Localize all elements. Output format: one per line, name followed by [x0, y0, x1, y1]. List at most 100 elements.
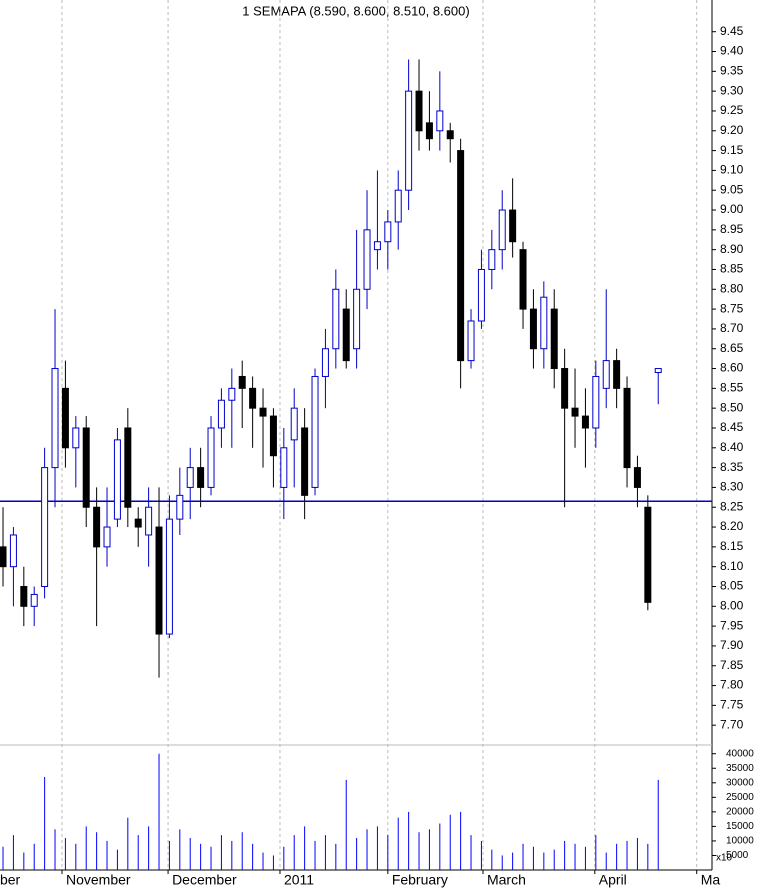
candle-body — [519, 249, 527, 310]
volume-tick-label: 25000 — [726, 792, 754, 803]
volume-tick-label: 35000 — [726, 763, 754, 774]
x-tick-label: 2011 — [284, 872, 314, 888]
y-tick-label: 9.30 — [720, 83, 744, 97]
y-tick-label: 7.90 — [720, 638, 744, 652]
y-tick-label: 9.40 — [720, 44, 744, 58]
volume-multiplier: x10 — [716, 853, 733, 864]
y-tick-label: 9.00 — [720, 202, 744, 216]
candle-body — [176, 494, 184, 520]
y-tick-label: 7.70 — [720, 717, 744, 731]
candle-body — [290, 407, 298, 441]
candle-body — [51, 368, 59, 469]
candle-body — [207, 427, 215, 488]
volume-tick-label: 10000 — [726, 836, 754, 847]
candle-body — [488, 249, 496, 270]
candle-body — [644, 506, 652, 603]
candle-body — [217, 399, 225, 429]
candle-body — [498, 209, 506, 251]
candle-body — [477, 268, 485, 322]
candle-body — [425, 122, 433, 140]
volume-tick-label: 5000 — [726, 850, 749, 861]
y-tick-label: 7.80 — [720, 678, 744, 692]
y-tick-label: 8.20 — [720, 519, 744, 533]
candle-body — [654, 368, 662, 373]
candle-body — [113, 439, 121, 520]
candle-body — [30, 593, 38, 607]
y-tick-label: 7.95 — [720, 618, 744, 632]
candle-body — [633, 467, 641, 488]
volume-tick-label: 30000 — [726, 777, 754, 788]
x-tick-label: November — [66, 872, 131, 888]
y-tick-label: 8.55 — [720, 381, 744, 395]
candle-body — [269, 415, 277, 457]
candle-body — [72, 427, 80, 449]
candle-body — [592, 375, 600, 429]
candle-body — [238, 375, 246, 389]
chart-title: 1 SEMAPA (8.590, 8.600, 8.510, 8.600) — [242, 3, 469, 18]
y-tick-label: 8.50 — [720, 400, 744, 414]
candle-body — [561, 368, 569, 409]
candle-body — [550, 308, 558, 370]
x-tick-label: ber — [0, 872, 21, 888]
volume-tick-label: 15000 — [726, 821, 754, 832]
candle-body — [509, 209, 517, 243]
candle-body — [61, 387, 69, 449]
candle-body — [332, 288, 340, 350]
y-tick-label: 7.85 — [720, 658, 744, 672]
candle-body — [145, 506, 153, 536]
y-tick-label: 9.45 — [720, 24, 744, 38]
candle-body — [529, 308, 537, 350]
candle-body — [467, 320, 475, 362]
candle-body — [321, 348, 329, 377]
candle-body — [124, 427, 132, 508]
y-tick-label: 8.95 — [720, 222, 744, 236]
candle-body — [165, 518, 173, 635]
candle-body — [602, 360, 610, 389]
candle-body — [457, 150, 465, 362]
candle-body — [259, 407, 267, 417]
candle-body — [134, 518, 142, 528]
candle-body — [249, 387, 257, 409]
y-tick-label: 9.15 — [720, 143, 744, 157]
y-tick-label: 9.05 — [720, 182, 744, 196]
y-tick-label: 8.10 — [720, 559, 744, 573]
x-tick-label: February — [392, 872, 448, 888]
y-tick-label: 8.25 — [720, 499, 744, 513]
candle-body — [613, 360, 621, 389]
candle-body — [353, 288, 361, 350]
candle-body — [405, 90, 413, 191]
y-tick-label: 9.25 — [720, 103, 744, 117]
x-tick-label: March — [487, 872, 526, 888]
y-tick-label: 8.45 — [720, 420, 744, 434]
y-tick-label: 8.15 — [720, 539, 744, 553]
y-tick-label: 8.65 — [720, 341, 744, 355]
candle-body — [186, 467, 194, 488]
candle-body — [436, 110, 444, 132]
candle-body — [342, 308, 350, 362]
y-tick-label: 8.85 — [720, 262, 744, 276]
volume-tick-label: 20000 — [726, 807, 754, 818]
y-tick-label: 8.40 — [720, 440, 744, 454]
y-tick-label: 8.80 — [720, 281, 744, 295]
candle-body — [415, 90, 423, 132]
candle-body — [394, 189, 402, 223]
candle-body — [363, 229, 371, 290]
y-tick-label: 8.00 — [720, 598, 744, 612]
candle-body — [540, 296, 548, 350]
candle-body — [197, 467, 205, 488]
y-tick-label: 8.30 — [720, 480, 744, 494]
candle-body — [280, 447, 288, 488]
candle-body — [228, 387, 236, 401]
candle-body — [41, 467, 49, 587]
y-tick-label: 7.75 — [720, 698, 744, 712]
candle-body — [103, 526, 111, 548]
candle-body — [373, 241, 381, 251]
y-tick-label: 8.05 — [720, 579, 744, 593]
candle-body — [301, 427, 309, 496]
y-tick-label: 8.90 — [720, 242, 744, 256]
y-tick-label: 8.70 — [720, 321, 744, 335]
volume-tick-label: 40000 — [726, 748, 754, 759]
y-tick-label: 9.35 — [720, 64, 744, 78]
y-tick-label: 9.20 — [720, 123, 744, 137]
x-tick-label: Ma — [701, 872, 721, 888]
